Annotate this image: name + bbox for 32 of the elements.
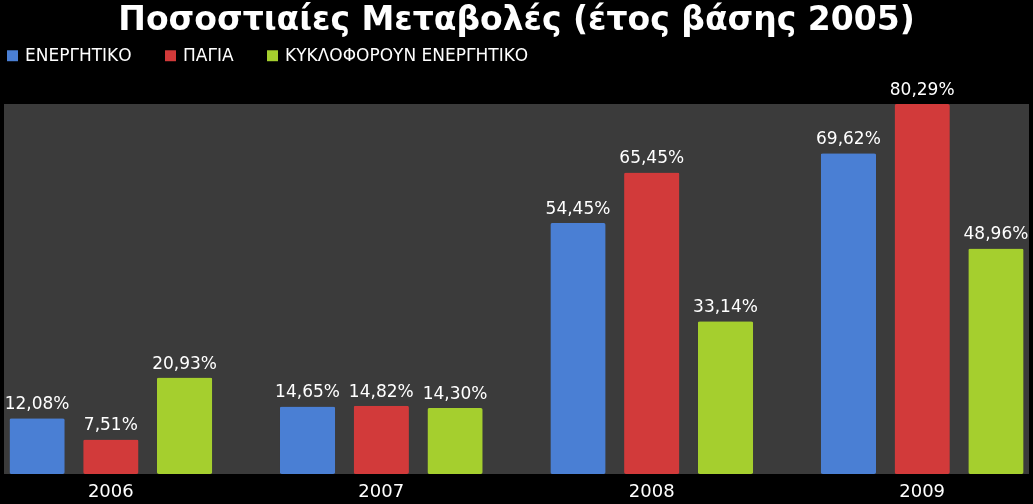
data-label: 33,14% [693,296,758,317]
bar [697,321,754,474]
data-label: 14,65% [275,381,340,402]
data-label: 14,82% [348,380,414,401]
data-label: 48,96% [963,223,1029,244]
data-label: 7,51% [83,414,138,435]
bar [353,405,409,474]
legend-label: ΕΝΕΡΓΗΤΙΚΟ [25,44,132,65]
data-label: 20,93% [152,352,217,373]
chart-title: Ποσοστιαίες Μεταβολές (έτος βάσης 2005) [118,0,915,38]
data-label: 65,45% [619,147,685,168]
bar [427,408,483,474]
bar [820,153,877,474]
data-label: 54,45% [545,198,611,219]
bar [9,418,65,474]
data-label: 14,30% [422,383,488,404]
legend-label: ΚΥΚΛΟΦΟΡΟΥΝ ΕΝΕΡΓΗΤΙΚΟ [285,44,529,65]
x-tick-label: 2009 [899,479,946,501]
data-label: 69,62% [816,128,881,149]
x-tick-label: 2006 [87,479,134,501]
bar [550,223,606,474]
bar [156,377,213,474]
bar [83,439,139,474]
x-tick-label: 2007 [358,479,405,501]
legend-label: ΠΑΓΙΑ [183,44,234,65]
bar [968,248,1024,474]
data-label: 80,29% [889,79,955,99]
bar [624,172,680,474]
bar [894,104,950,474]
bar [279,406,336,474]
data-label: 12,08% [4,393,70,414]
x-tick-label: 2008 [628,479,675,501]
